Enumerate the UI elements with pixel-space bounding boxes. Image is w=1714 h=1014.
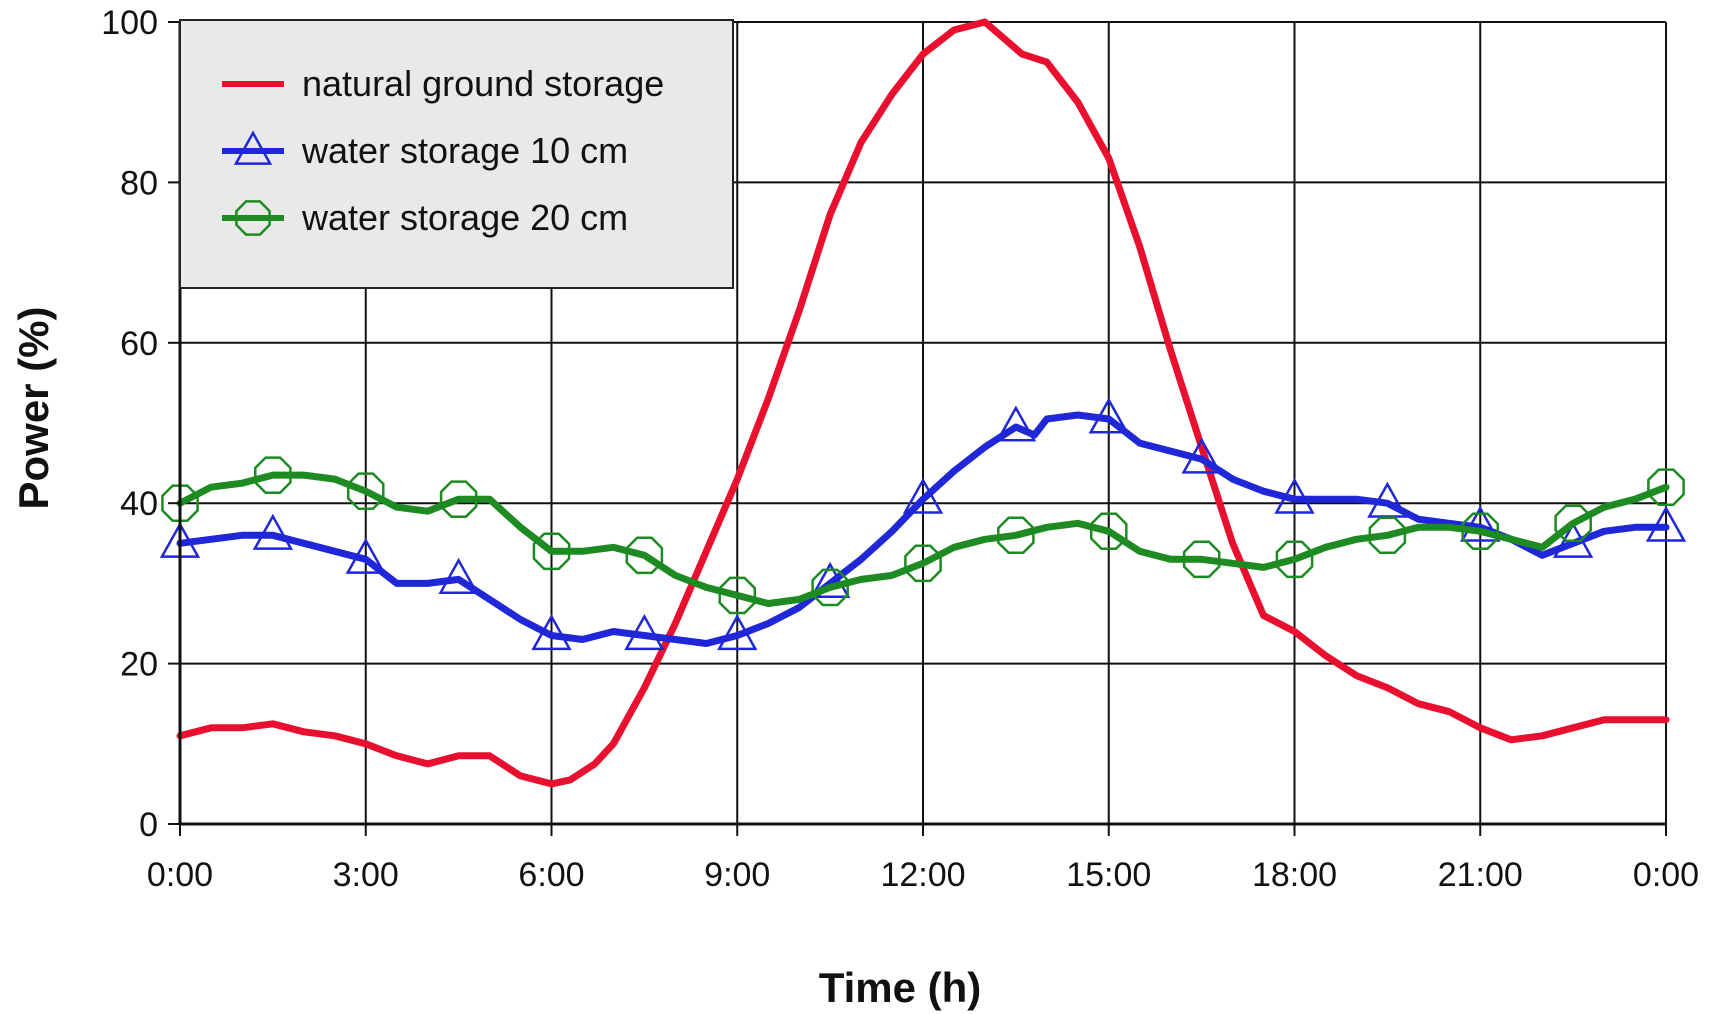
data-point-water-storage-20-cm <box>1647 468 1685 506</box>
legend-label: natural ground storage <box>302 63 664 104</box>
data-point-water-storage-10-cm <box>1274 477 1315 514</box>
data-point-water-storage-10-cm <box>1460 505 1501 542</box>
series-layer <box>159 18 1687 788</box>
x-tick-label: 12:00 <box>880 856 965 894</box>
x-tick-label: 18:00 <box>1252 856 1337 894</box>
legend-item: natural ground storage <box>222 63 664 104</box>
data-point-water-storage-20-cm <box>1368 516 1407 555</box>
data-point-water-storage-10-cm <box>1181 437 1222 474</box>
data-point-water-storage-10-cm <box>624 613 665 651</box>
y-tick-label: 80 <box>120 164 158 202</box>
x-tick-label: 3:00 <box>333 856 399 894</box>
legend-item: water storage 10 cm <box>222 130 628 171</box>
legend: natural ground storage water storage 10 c… <box>179 19 734 289</box>
data-point-water-storage-20-cm <box>1182 540 1221 579</box>
data-point-water-storage-20-cm <box>904 544 942 583</box>
x-tick-label: 6:00 <box>518 856 584 894</box>
data-point-water-storage-10-cm <box>345 537 386 574</box>
x-axis-title: Time (h) <box>819 964 982 1011</box>
data-point-water-storage-20-cm <box>997 516 1035 555</box>
data-point-water-storage-20-cm <box>718 576 757 615</box>
data-point-water-storage-20-cm <box>254 456 292 494</box>
data-point-water-storage-10-cm <box>252 513 294 550</box>
data-point-water-storage-20-cm <box>811 568 849 607</box>
data-point-water-storage-10-cm <box>717 613 758 651</box>
series-line-natural-ground-storage <box>176 18 1670 788</box>
data-point-water-storage-10-cm <box>809 561 851 598</box>
legend-item: water storage 20 cm <box>222 197 628 238</box>
y-axis-title: Power (%) <box>10 306 57 509</box>
legend-marker-triangle <box>233 130 273 165</box>
data-point-water-storage-20-cm <box>625 536 664 575</box>
data-point-water-storage-10-cm <box>438 557 479 594</box>
series-line-water-storage-10-cm <box>176 411 1670 647</box>
axes: 0:00 3:00 6:00 9:00 12:00 15:00 18:00 21:00 0:00… <box>101 4 1699 894</box>
x-tick-label: 0:00 <box>147 856 213 894</box>
data-point-water-storage-10-cm <box>1088 397 1129 434</box>
data-point-water-storage-20-cm <box>346 472 385 510</box>
x-tick-label: 21:00 <box>1438 856 1523 894</box>
x-tick-label: 0:00 <box>1633 856 1699 894</box>
y-tick-label: 100 <box>101 4 158 42</box>
data-point-water-storage-20-cm <box>1089 512 1128 551</box>
data-point-water-storage-20-cm <box>439 480 478 518</box>
y-tick-label: 20 <box>120 646 158 684</box>
data-point-water-storage-20-cm <box>1275 540 1314 579</box>
data-point-water-storage-20-cm <box>1461 512 1500 551</box>
data-point-water-storage-20-cm <box>1554 504 1592 543</box>
series-line-water-storage-20-cm <box>176 471 1670 607</box>
data-point-water-storage-10-cm <box>995 405 1037 442</box>
legend-marker-octagon <box>235 200 271 236</box>
legend-label: water storage 10 cm <box>301 130 628 171</box>
y-tick-label: 0 <box>139 806 158 844</box>
x-tick-label: 15:00 <box>1066 856 1151 894</box>
data-point-water-storage-10-cm <box>902 477 944 514</box>
data-point-water-storage-20-cm <box>532 532 571 571</box>
data-point-water-storage-20-cm <box>161 484 199 523</box>
y-tick-label: 40 <box>120 485 158 523</box>
x-tick-label: 9:00 <box>704 856 770 894</box>
data-point-water-storage-10-cm <box>1645 505 1687 542</box>
data-point-water-storage-10-cm <box>531 613 572 651</box>
y-tick-label: 60 <box>120 325 158 363</box>
legend-label: water storage 20 cm <box>301 197 628 238</box>
